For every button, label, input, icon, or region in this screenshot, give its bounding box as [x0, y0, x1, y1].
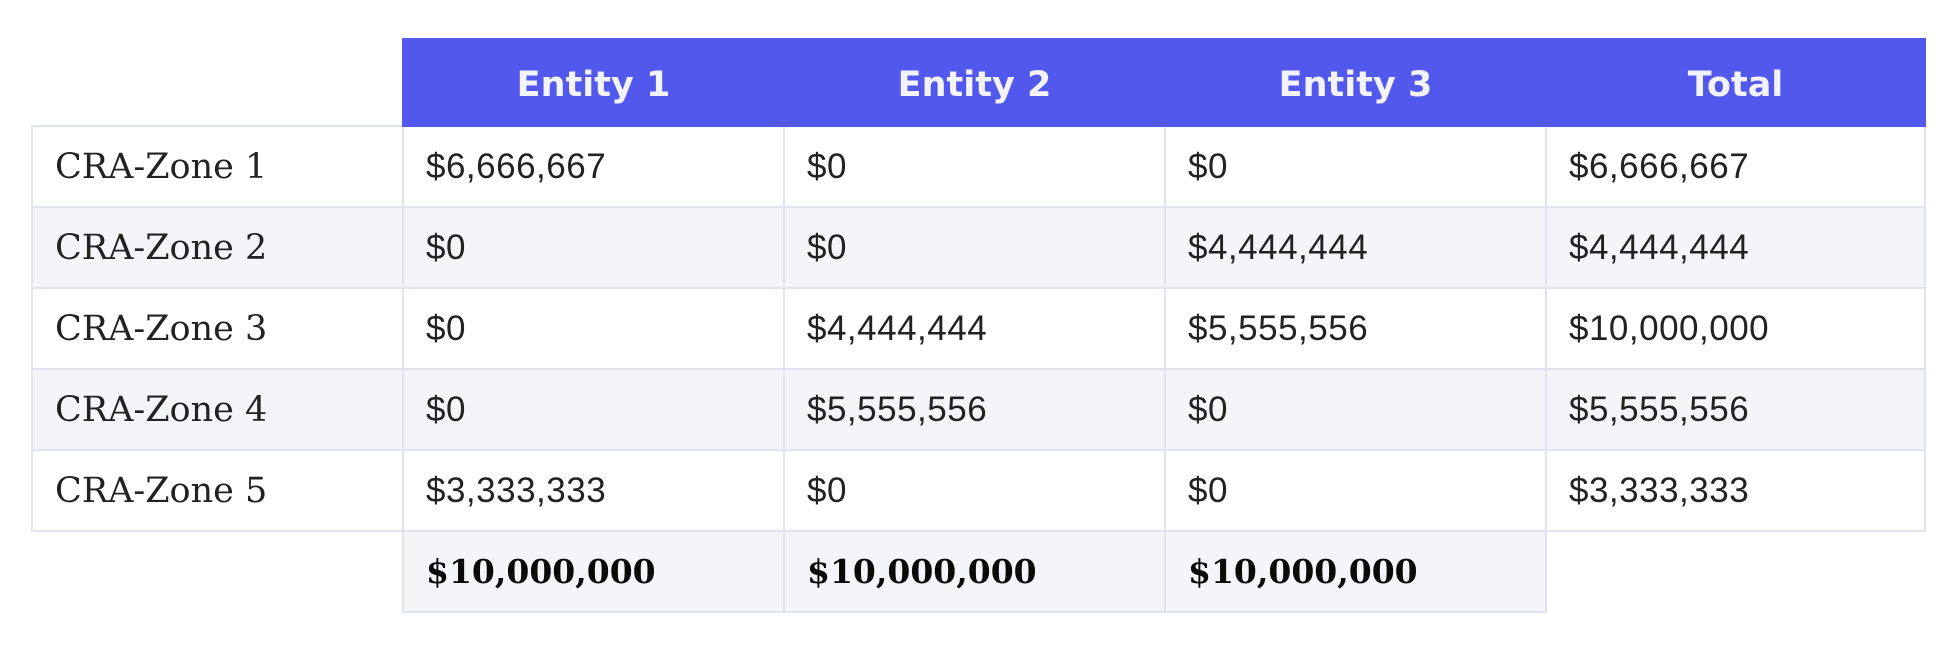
table-cell: $0 — [783, 449, 1166, 532]
table-cell: $6,666,667 — [402, 125, 785, 208]
row-label: CRA-Zone 1 — [31, 125, 404, 208]
row-total-cell: $3,333,333 — [1545, 449, 1926, 532]
row-total-cell: $5,555,556 — [1545, 368, 1926, 451]
column-header-entity-1: Entity 1 — [402, 38, 785, 127]
table-cell: $4,444,444 — [783, 287, 1166, 370]
allocation-table: Entity 1 Entity 2 Entity 3 Total CRA-Zon… — [31, 38, 1926, 613]
totals-blank-cell — [32, 531, 403, 612]
row-total-cell: $6,666,667 — [1545, 125, 1926, 208]
column-header-entity-3: Entity 3 — [1164, 38, 1547, 127]
table-cell: $0 — [402, 206, 785, 289]
column-header-entity-2: Entity 2 — [783, 38, 1166, 127]
row-label: CRA-Zone 2 — [31, 206, 404, 289]
table-cell: $0 — [783, 206, 1166, 289]
header-row: Entity 1 Entity 2 Entity 3 Total — [32, 38, 1926, 127]
table-row: CRA-Zone 4 $0 $5,555,556 $0 $5,555,556 — [31, 368, 1926, 451]
table-cell: $0 — [1164, 449, 1547, 532]
row-label: CRA-Zone 5 — [31, 449, 404, 532]
table-cell: $5,555,556 — [1164, 287, 1547, 370]
column-totals-row: $10,000,000 $10,000,000 $10,000,000 — [32, 530, 1925, 613]
table-cell: $3,333,333 — [402, 449, 785, 532]
row-total-cell: $4,444,444 — [1545, 206, 1926, 289]
row-total-cell: $10,000,000 — [1545, 287, 1926, 370]
row-label: CRA-Zone 3 — [31, 287, 404, 370]
table-row: CRA-Zone 1 $6,666,667 $0 $0 $6,666,667 — [31, 125, 1926, 208]
corner-cell — [32, 39, 403, 126]
table-row: CRA-Zone 5 $3,333,333 $0 $0 $3,333,333 — [31, 449, 1926, 532]
column-header-total: Total — [1545, 38, 1926, 127]
column-total-entity-1: $10,000,000 — [402, 530, 785, 613]
totals-blank-cell — [1546, 531, 1925, 612]
table-row: CRA-Zone 2 $0 $0 $4,444,444 $4,444,444 — [31, 206, 1926, 289]
table-cell: $0 — [783, 125, 1166, 208]
table-cell: $0 — [1164, 125, 1547, 208]
column-total-entity-2: $10,000,000 — [783, 530, 1166, 613]
column-total-entity-3: $10,000,000 — [1164, 530, 1547, 613]
table-cell: $4,444,444 — [1164, 206, 1547, 289]
table-cell: $0 — [1164, 368, 1547, 451]
table-cell: $5,555,556 — [783, 368, 1166, 451]
row-label: CRA-Zone 4 — [31, 368, 404, 451]
table-row: CRA-Zone 3 $0 $4,444,444 $5,555,556 $10,… — [31, 287, 1926, 370]
table-cell: $0 — [402, 368, 785, 451]
allocation-table-container: Entity 1 Entity 2 Entity 3 Total CRA-Zon… — [31, 38, 1926, 613]
table-cell: $0 — [402, 287, 785, 370]
